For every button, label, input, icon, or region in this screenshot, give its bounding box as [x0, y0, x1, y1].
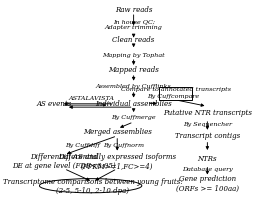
Text: By Sequencher: By Sequencher: [183, 122, 232, 127]
Text: Mapped reads: Mapped reads: [108, 66, 159, 74]
Text: Raw reads: Raw reads: [115, 6, 152, 13]
Text: Transcriptome comparisons between young fruits:
(2-5, 5-10, 2-10 dpa): Transcriptome comparisons between young …: [3, 178, 183, 195]
Text: Database query: Database query: [182, 168, 233, 172]
Text: By Cuffnorm: By Cuffnorm: [103, 143, 144, 148]
Text: Compare to annotated transcripts: Compare to annotated transcripts: [121, 87, 231, 92]
Text: Gene prediction
(ORFs >= 100aa): Gene prediction (ORFs >= 100aa): [176, 175, 239, 192]
Text: By Cuffcompare: By Cuffcompare: [148, 94, 200, 99]
Text: Individual assemblies: Individual assemblies: [95, 100, 172, 108]
Text: ASTALAVISTA: ASTALAVISTA: [69, 96, 115, 101]
Text: In house QC;
Adapter trimming: In house QC; Adapter trimming: [105, 19, 163, 30]
Text: Assembled by Cufflinks: Assembled by Cufflinks: [96, 84, 171, 89]
Text: Clean reads: Clean reads: [113, 36, 155, 44]
Text: Mapping by Tophat: Mapping by Tophat: [102, 53, 165, 58]
Text: AS events: AS events: [36, 100, 71, 108]
Text: Differentially expressed isoforms
(FPKM>=1,FC>=4): Differentially expressed isoforms (FPKM>…: [58, 153, 176, 170]
Text: By Cuffmerge: By Cuffmerge: [111, 115, 156, 120]
Text: Transcript contigs: Transcript contigs: [175, 132, 240, 140]
Text: By Cuffdiff: By Cuffdiff: [65, 143, 100, 148]
Text: Merged assemblies: Merged assemblies: [83, 128, 152, 136]
Text: Differential AS and
DE at gene level (FDR<0.05): Differential AS and DE at gene level (FD…: [12, 153, 116, 170]
Text: Putative NTR transcripts: Putative NTR transcripts: [163, 109, 252, 117]
Text: NTRs: NTRs: [198, 155, 217, 163]
